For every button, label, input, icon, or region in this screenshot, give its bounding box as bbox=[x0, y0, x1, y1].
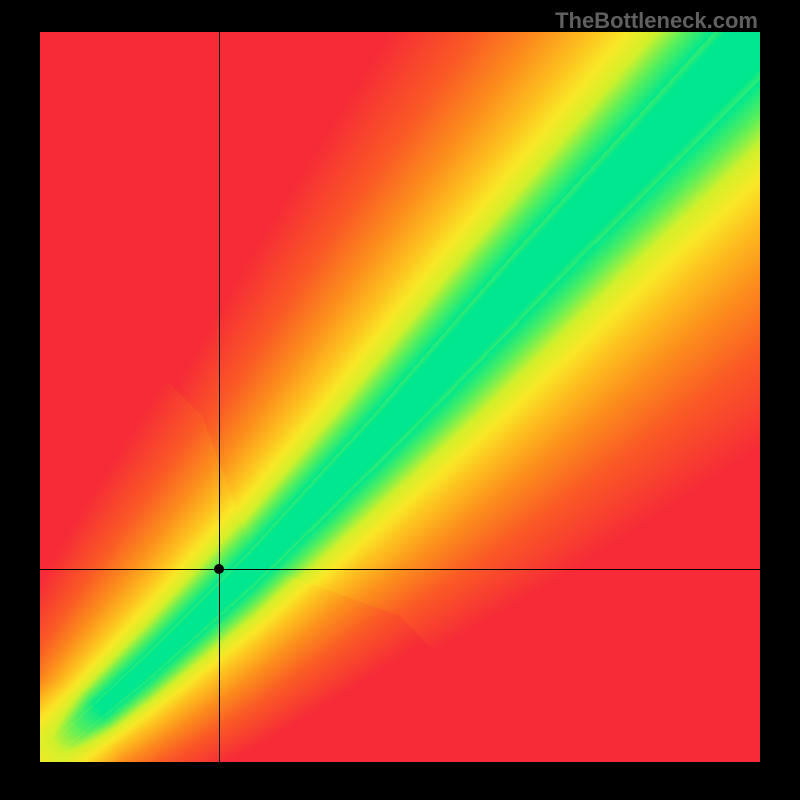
crosshair-vertical bbox=[219, 32, 220, 762]
plot-area bbox=[40, 32, 760, 762]
heatmap-canvas bbox=[40, 32, 760, 762]
marker-dot bbox=[214, 564, 224, 574]
watermark-text: TheBottleneck.com bbox=[555, 8, 758, 34]
crosshair-horizontal bbox=[40, 569, 760, 570]
